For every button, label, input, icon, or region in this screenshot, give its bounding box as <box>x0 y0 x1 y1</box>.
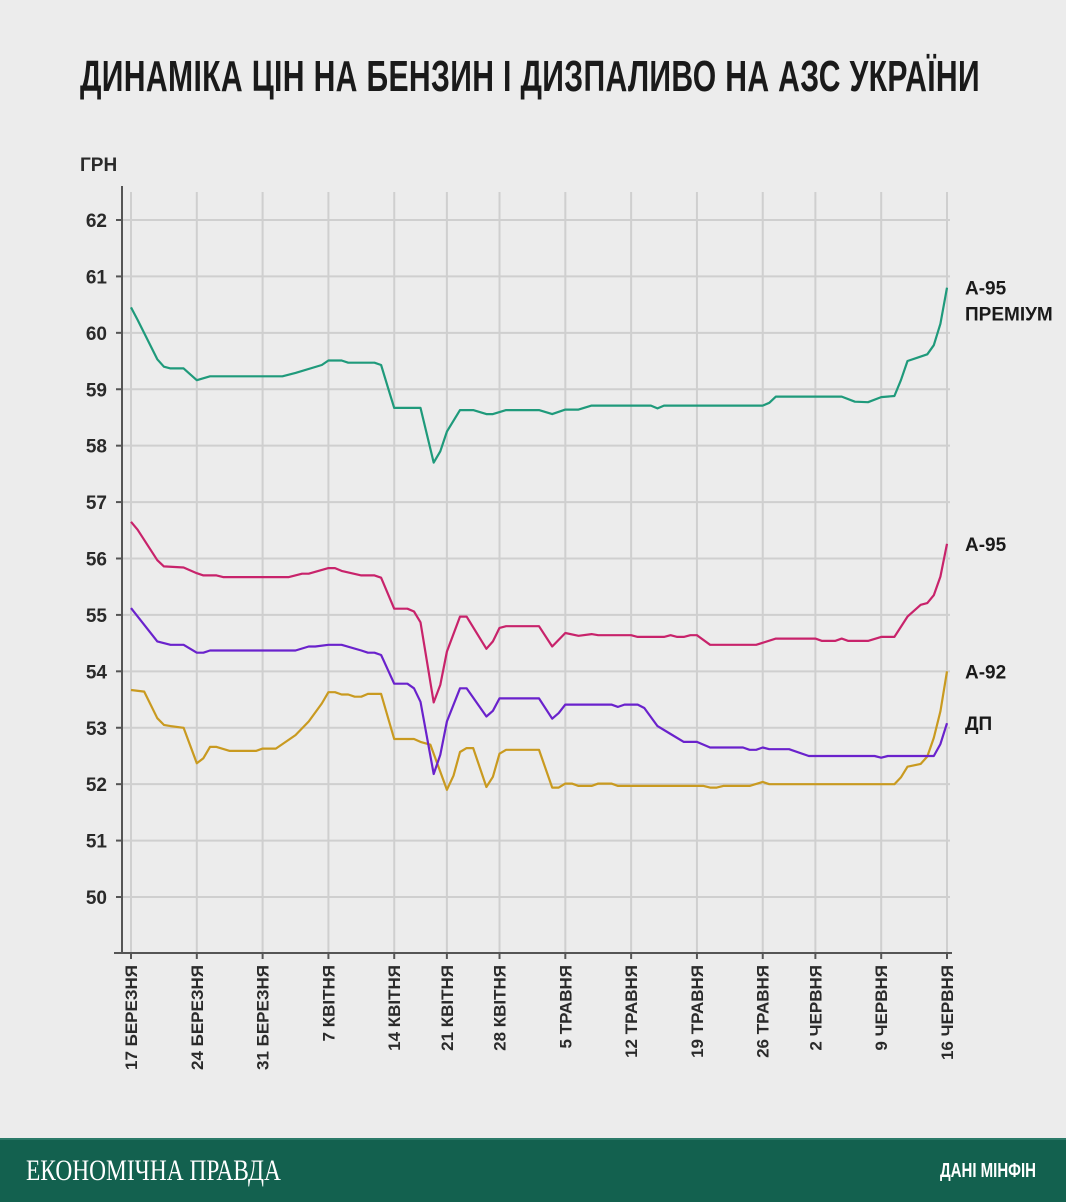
y-tick-label: 61 <box>86 267 108 288</box>
x-tick-label: 5 ТРАВНЯ <box>556 965 575 1048</box>
x-tick-label: 24 БЕРЕЗНЯ <box>188 965 207 1070</box>
series-line-1 <box>130 521 949 704</box>
y-tick-label: 54 <box>86 662 108 683</box>
series-label: ПРЕМІУМ <box>965 305 1053 326</box>
series-lines <box>130 287 949 791</box>
y-tick-label: 52 <box>86 775 107 796</box>
x-tick-label: 26 ТРАВНЯ <box>754 965 773 1058</box>
line-chart: 50 51 52 53 54 55 56 57 58 59 60 61 62 17 БЕРЕЗНЯ 24 Б… <box>80 155 1053 1070</box>
x-tick-label: 21 КВІТНЯ <box>438 965 457 1051</box>
series-line-3 <box>130 607 949 776</box>
y-tick-label: 62 <box>86 211 107 232</box>
series-labels: А-95 ПРЕМІУМ А-95 А-92 ДП <box>965 279 1053 736</box>
brand-logo: ЕКОНОМІЧНА ПРАВДА <box>26 1154 281 1187</box>
y-tick-label: 51 <box>86 832 108 853</box>
y-tick-label: 59 <box>86 380 107 401</box>
y-tick-label: 57 <box>86 493 107 514</box>
y-tick-label: 55 <box>86 606 108 627</box>
x-tick-label: 9 ЧЕРВНЯ <box>872 965 891 1051</box>
x-tick-label: 19 ТРАВНЯ <box>688 965 707 1058</box>
y-tick-label: 60 <box>86 324 107 345</box>
x-tick-label: 16 ЧЕРВНЯ <box>938 965 957 1060</box>
data-source: ДАНІ МІНФІН <box>940 1160 1036 1182</box>
y-axis-label: ГРН <box>80 155 117 176</box>
grid <box>122 192 950 953</box>
chart-title: ДИНАМІКА ЦІН НА БЕНЗИН І ДИЗПАЛИВО НА АЗ… <box>80 52 980 101</box>
series-line-0 <box>130 287 949 464</box>
y-tick-label: 50 <box>86 888 107 909</box>
series-label: ДП <box>965 714 992 735</box>
x-tick-label: 12 ТРАВНЯ <box>622 965 641 1058</box>
y-tick-label: 56 <box>86 550 107 571</box>
x-tick-label: 7 КВІТНЯ <box>319 965 338 1041</box>
x-tick-label: 2 ЧЕРВНЯ <box>806 965 825 1051</box>
series-line-2 <box>130 671 949 791</box>
x-tick-label: 31 БЕРЕЗНЯ <box>254 965 273 1070</box>
axes: 50 51 52 53 54 55 56 57 58 59 60 61 62 17 БЕРЕЗНЯ 24 Б… <box>86 186 957 1070</box>
x-tick-label: 28 КВІТНЯ <box>491 965 510 1051</box>
y-tick-label: 58 <box>86 437 107 458</box>
series-label: А-95 <box>965 279 1007 300</box>
y-tick-label: 53 <box>86 719 107 740</box>
x-tick-label: 14 КВІТНЯ <box>385 965 404 1051</box>
series-label: А-92 <box>965 662 1006 683</box>
footer: ЕКОНОМІЧНА ПРАВДА ДАНІ МІНФІН <box>0 1138 1066 1202</box>
x-tick-label: 17 БЕРЕЗНЯ <box>122 965 141 1070</box>
series-label: А-95 <box>965 535 1007 556</box>
